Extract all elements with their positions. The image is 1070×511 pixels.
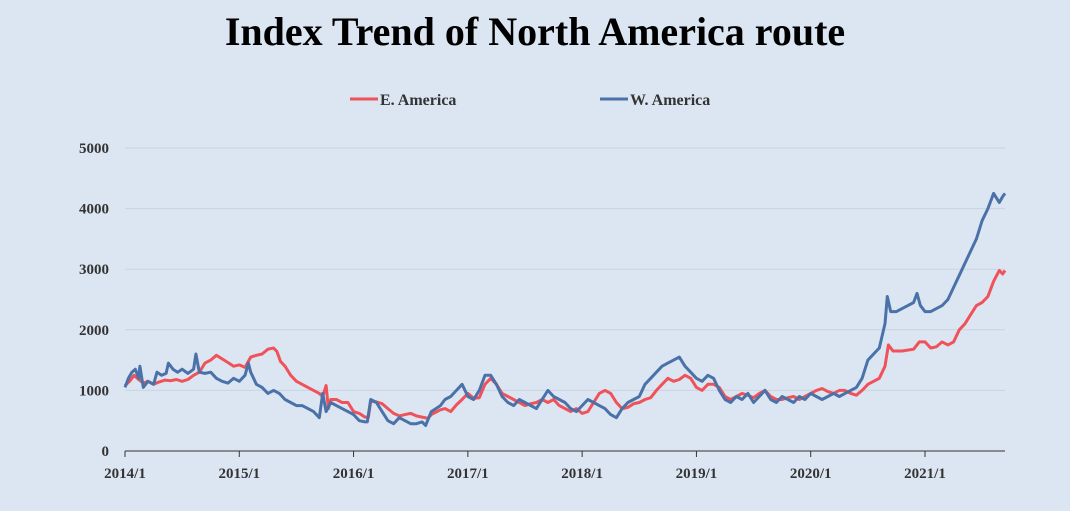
series-line-w-america [123,191,1007,427]
x-tick-label: 2017/1 [447,466,489,482]
x-tick-label: 2018/1 [561,466,603,482]
x-tick-label: 2021/1 [904,466,946,482]
y-tick-label: 1000 [79,383,109,399]
series-layer [123,191,1007,427]
axis-layer: 0 1000 2000 3000 4000 5000 2014/1 2015/1 2016/1 2… [79,141,1005,482]
legend: E. America W. America [350,92,710,109]
x-tick-label: 2020/1 [790,466,832,482]
y-tick-label: 5000 [79,141,109,157]
legend-label: E. America [380,92,456,109]
x-tick-label: 2019/1 [676,466,718,482]
legend-label: W. America [630,92,710,109]
y-tick-label: 0 [102,444,110,460]
series-line-e-america [123,268,1007,420]
x-tick-label: 2014/1 [104,466,146,482]
x-tick-label: 2016/1 [333,466,375,482]
y-tick-label: 4000 [79,202,109,218]
y-tick-label: 2000 [79,323,109,339]
chart-title: Index Trend of North America route [224,9,846,54]
y-tick-label: 3000 [79,262,109,278]
x-tick-label: 2015/1 [218,466,260,482]
